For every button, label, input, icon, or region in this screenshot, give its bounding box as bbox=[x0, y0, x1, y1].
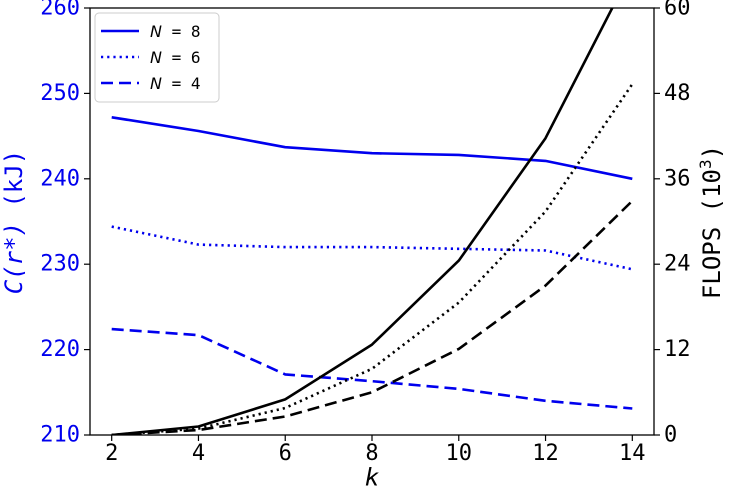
x-tick-label: 8 bbox=[365, 441, 378, 466]
legend-label-2: N = 6 bbox=[150, 48, 201, 67]
y-right-tick-label: 24 bbox=[664, 252, 691, 277]
flops-series-line-3 bbox=[111, 199, 634, 435]
x-tick-label: 2 bbox=[105, 441, 118, 466]
y-left-tick-label: 220 bbox=[40, 337, 80, 362]
y-left-axis-title: C(r*) (kJ) bbox=[0, 150, 28, 295]
legend-box bbox=[94, 12, 220, 103]
y-right-title-close: ) bbox=[698, 145, 726, 159]
cost-series-line-1 bbox=[111, 116, 633, 181]
y-left-tick-label: 240 bbox=[40, 166, 80, 191]
x-tick-label: 4 bbox=[192, 441, 205, 466]
y-left-title-main: C(r*) bbox=[0, 222, 28, 294]
y-right-tick-label: 36 bbox=[664, 166, 691, 191]
y-right-tick-label: 60 bbox=[664, 0, 691, 21]
y-right-tick-label: 0 bbox=[664, 423, 677, 448]
legend-label-3: N = 4 bbox=[150, 74, 201, 93]
y-right-title-exp: 3 bbox=[696, 159, 715, 169]
y-right-title-unit: (10 bbox=[698, 169, 726, 227]
y-left-tick-label: 250 bbox=[40, 81, 80, 106]
y-right-tick-label: 12 bbox=[664, 337, 691, 362]
cost-series-line-2 bbox=[111, 225, 633, 271]
x-tick-label: 12 bbox=[532, 441, 559, 466]
x-axis-title: k bbox=[365, 464, 380, 492]
cost-series-line-3 bbox=[111, 327, 633, 410]
flops-series-line-1 bbox=[111, 8, 614, 435]
y-left-title-unit: (kJ) bbox=[0, 150, 28, 222]
x-tick-label: 6 bbox=[279, 441, 292, 466]
x-tick-label: 10 bbox=[446, 441, 473, 466]
legend-label-1: N = 8 bbox=[150, 22, 201, 41]
y-left-tick-label: 260 bbox=[40, 0, 80, 21]
legend: N = 8 N = 6 N = 4 bbox=[94, 12, 220, 103]
series-layer bbox=[111, 8, 634, 435]
y-right-title-main: FLOPS bbox=[698, 227, 726, 299]
y-right-tick-label: 48 bbox=[664, 81, 691, 106]
y-right-axis-title: FLOPS (103) bbox=[696, 145, 726, 299]
x-tick-label: 14 bbox=[619, 441, 646, 466]
y-left-tick-label: 230 bbox=[40, 252, 80, 277]
flops-series-line-2 bbox=[111, 83, 634, 435]
y-left-tick-label: 210 bbox=[40, 423, 80, 448]
